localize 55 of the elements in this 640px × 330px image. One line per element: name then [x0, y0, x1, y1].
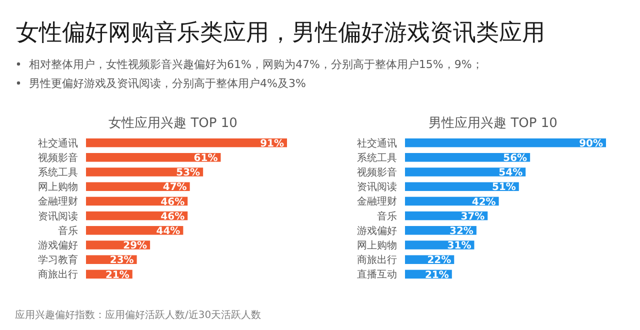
- data-label: 61%: [194, 153, 218, 164]
- bar: [405, 168, 526, 176]
- data-label: 21%: [105, 270, 130, 281]
- text: 相对整体用户，女性视频影音兴趣偏好为61%，网购为47%，分别高于整体用户15%，9%；: [29, 58, 483, 71]
- text: 女性偏好网购音乐类应用，男性偏好游戏资讯类应用: [16, 20, 545, 46]
- bar: [86, 168, 204, 176]
- y-tick-label: 网上购物: [357, 240, 397, 252]
- y-tick-label: 直播互动: [357, 268, 397, 281]
- data-label: 54%: [498, 168, 523, 179]
- text: 男性更偏好游戏及资讯阅读，分别高于整体用户4%及3%: [29, 77, 306, 90]
- y-tick-label: 游戏偏好: [357, 224, 397, 237]
- data-label: 22%: [427, 255, 452, 266]
- data-label: 53%: [176, 168, 200, 179]
- y-tick-label: 游戏偏好: [38, 240, 78, 252]
- data-label: 21%: [424, 270, 449, 281]
- data-label: 32%: [450, 226, 474, 237]
- y-tick-label: 音乐: [58, 224, 78, 237]
- chart-title: 男性应用兴趣 TOP 10: [428, 115, 558, 131]
- y-tick-label: 视频影音: [357, 166, 397, 178]
- y-tick-label: 资讯阅读: [38, 210, 78, 222]
- text: 应用兴趣偏好指数：应用偏好活跃人数/近30天活跃人数: [15, 309, 262, 321]
- y-tick-label: 学习教育: [38, 254, 78, 266]
- y-tick-label: 系统工具: [357, 152, 397, 164]
- data-label: 47%: [162, 182, 187, 194]
- y-tick-label: 商旅出行: [38, 268, 78, 281]
- data-label: 91%: [260, 138, 284, 150]
- data-label: 23%: [110, 255, 134, 266]
- data-label: 42%: [472, 196, 496, 208]
- bar: [405, 182, 519, 191]
- y-tick-label: 金融理财: [38, 196, 78, 208]
- bar: [86, 226, 184, 235]
- y-tick-label: 视频影音: [38, 152, 78, 164]
- y-tick-label: 社交通讯: [357, 137, 397, 150]
- y-tick-label: 商旅出行: [357, 254, 397, 266]
- y-tick-label: 资讯阅读: [357, 181, 397, 194]
- y-tick-label: 音乐: [377, 210, 397, 222]
- data-label: 29%: [123, 240, 148, 252]
- data-label: 90%: [579, 138, 603, 150]
- y-tick-label: 系统工具: [38, 166, 78, 178]
- data-label: 31%: [447, 240, 472, 252]
- chart-title: 女性应用兴趣 TOP 10: [108, 115, 238, 131]
- data-label: 37%: [460, 211, 485, 222]
- data-label: 56%: [503, 153, 528, 164]
- y-tick-label: 社交通讯: [38, 137, 78, 150]
- y-tick-label: 网上购物: [38, 181, 78, 194]
- bar: [86, 138, 287, 148]
- bar: [86, 182, 190, 191]
- data-label: 46%: [160, 211, 185, 222]
- data-label: 51%: [492, 182, 516, 194]
- bar: [405, 153, 530, 162]
- y-tick-label: 金融理财: [357, 196, 397, 208]
- data-label: 46%: [160, 196, 185, 208]
- data-label: 44%: [156, 226, 180, 237]
- bar: [405, 138, 606, 148]
- bar: [86, 153, 221, 162]
